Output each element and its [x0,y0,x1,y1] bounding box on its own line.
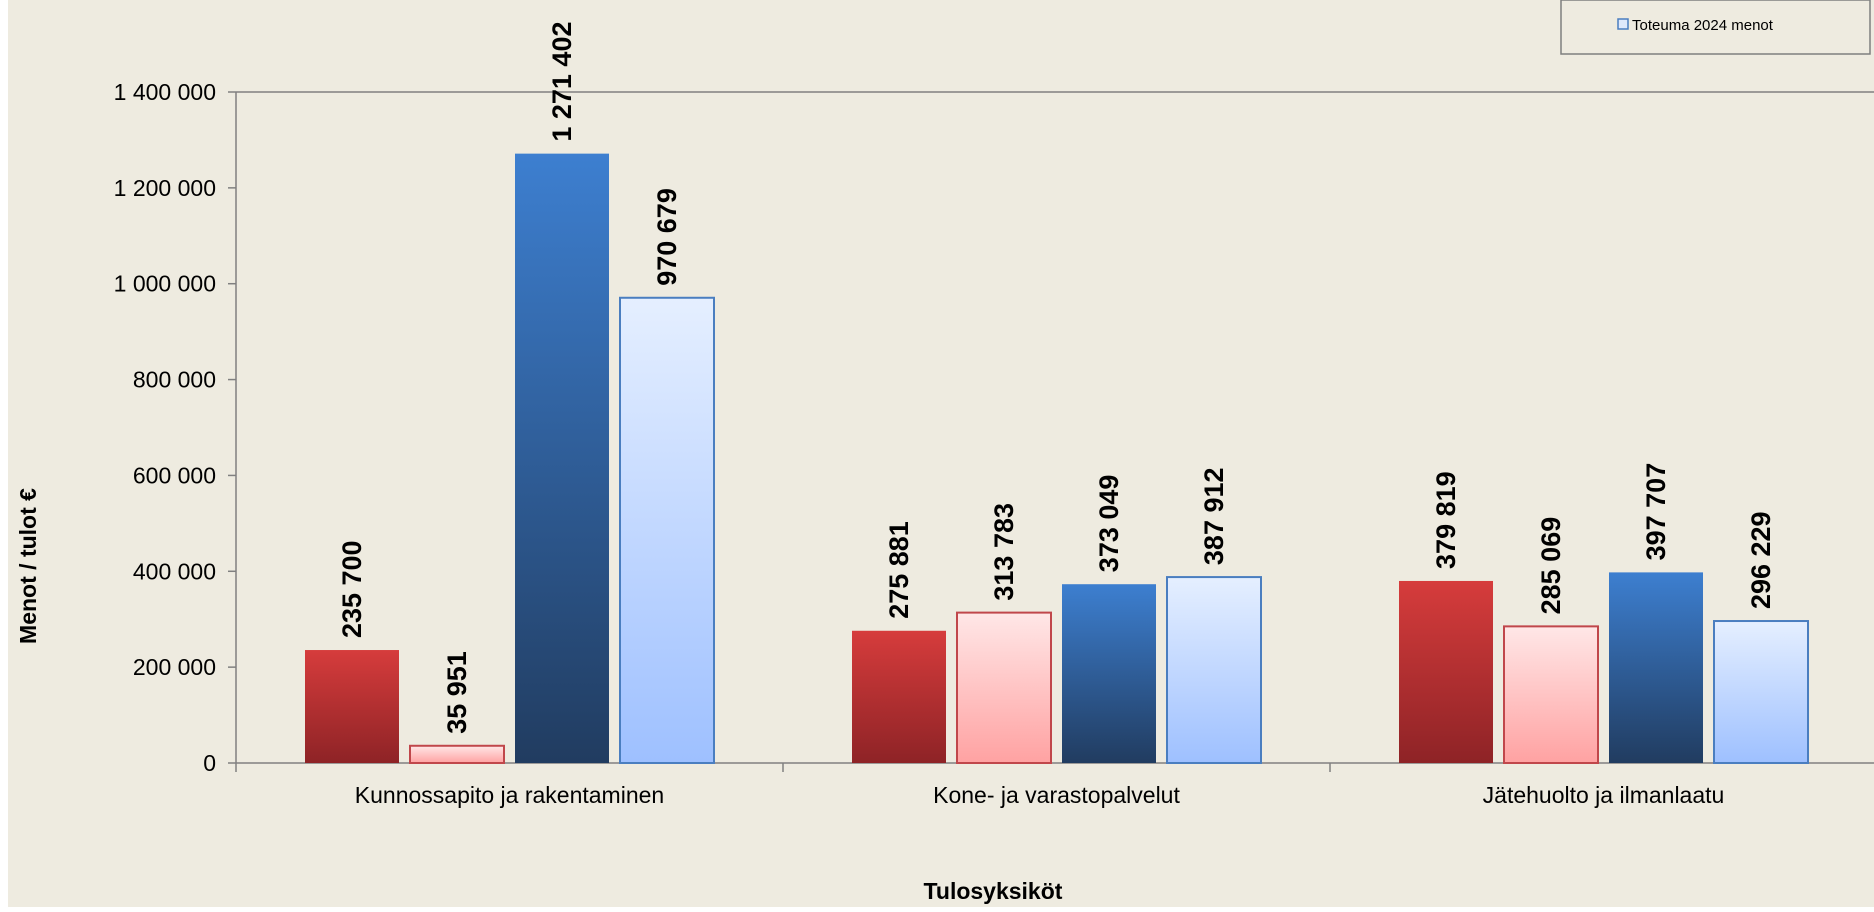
legend-label-toteuma-2024: Toteuma 2024 menot [1632,17,1774,34]
bar-solid-red-2 [1399,580,1493,763]
data-label: 35 951 [442,651,472,734]
y-axis-title: Menot / tulot € [15,488,41,644]
data-label: 1 271 402 [547,22,577,142]
data-label: 235 700 [337,540,367,638]
x-category-label: Kunnossapito ja rakentaminen [355,782,664,808]
bar-solid-red-1 [852,630,946,763]
y-tick-label: 600 000 [133,462,216,488]
legend-box [1560,0,1871,55]
y-tick-label: 200 000 [133,654,216,680]
x-category-label: Kone- ja varastopalvelut [933,782,1180,808]
data-label: 296 229 [1746,511,1776,609]
bar-light-red-2 [1503,625,1599,764]
bar-solid-red-0 [305,650,399,763]
x-axis-title: Tulosyksiköt [924,878,1063,904]
data-label: 970 679 [652,188,682,286]
x-category-label: Jätehuolto ja ilmanlaatu [1483,782,1725,808]
data-label: 373 049 [1094,475,1124,573]
bar-solid-blue-2 [1609,572,1703,763]
y-tick-label: 1 000 000 [114,271,216,297]
data-label: 275 881 [884,521,914,619]
data-label: 387 912 [1199,467,1229,565]
legend-marker-toteuma-2024 [1617,18,1629,30]
bar-light-blue-0 [619,296,715,764]
bar-light-blue-2 [1713,620,1809,764]
bar-light-red-1 [956,611,1052,764]
y-tick-label: 1 400 000 [114,79,216,105]
bar-solid-blue-1 [1062,584,1156,763]
y-tick-label: 400 000 [133,558,216,584]
data-label: 397 707 [1641,463,1671,561]
bar-solid-blue-0 [515,153,609,763]
bar-light-red-0 [409,744,505,765]
bar-light-blue-1 [1166,576,1262,765]
y-tick-label: 1 200 000 [114,175,216,201]
y-tick-label: 800 000 [133,367,216,393]
data-label: 285 069 [1536,517,1566,615]
chart-background [8,0,1874,907]
legend: Toteuma 2024 menot [1560,0,1871,55]
data-label: 379 819 [1431,471,1461,569]
y-tick-label: 0 [203,750,216,776]
data-label: 313 783 [989,503,1019,601]
